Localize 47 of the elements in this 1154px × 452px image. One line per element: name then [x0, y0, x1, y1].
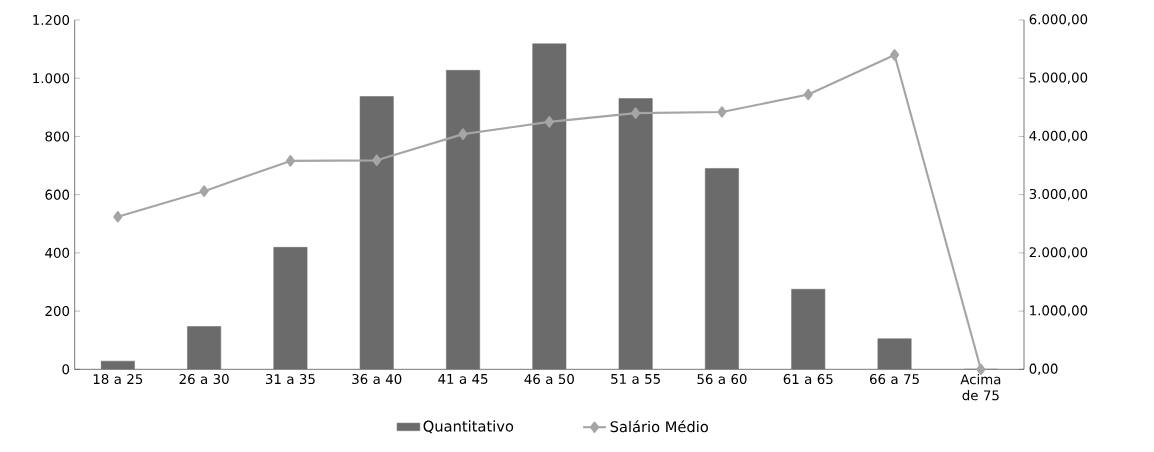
- legend-label: Salário Médio: [610, 420, 708, 433]
- bar: [359, 96, 394, 370]
- y-tick-label: 600: [45, 189, 70, 200]
- x-tick-label: 61 a 65: [783, 374, 833, 385]
- point: [458, 128, 468, 140]
- x-tick-label: 46 a 50: [524, 374, 574, 385]
- x-tick-label: 26 a 30: [179, 374, 229, 385]
- y-tick-label: 0: [62, 364, 70, 375]
- bar: [273, 247, 308, 370]
- x-tick-label: 66 a 75: [869, 374, 919, 385]
- point: [631, 107, 641, 119]
- y-tick-label: 200: [45, 306, 70, 317]
- point: [717, 106, 727, 118]
- bar: [532, 43, 567, 370]
- y-tick-label: 800: [45, 131, 70, 142]
- x-tick-label: 51 a 55: [611, 374, 660, 384]
- x-tick-label: 18 a 25: [93, 374, 143, 385]
- y2-tick-label: 1.000,00: [1030, 305, 1088, 317]
- bar: [877, 338, 912, 370]
- y-tick-label: 1.000: [33, 73, 70, 84]
- y-tick-label: 1.200: [33, 14, 70, 26]
- y-tick-label: 400: [45, 247, 70, 258]
- point: [803, 88, 813, 101]
- bar: [446, 70, 480, 370]
- x-tick-label: Acima de 75: [960, 374, 1001, 401]
- y2-tick-label: 4.000,00: [1029, 130, 1088, 143]
- point: [113, 211, 123, 223]
- bar: [791, 289, 826, 370]
- y2-tick-label: 3.000,00: [1029, 188, 1088, 201]
- x-tick-label: 36 a 40: [352, 374, 402, 385]
- y2-tick-label: 5.000,00: [1029, 72, 1088, 84]
- x-tick-label: 56 a 60: [697, 374, 747, 385]
- point: [372, 154, 382, 167]
- point: [889, 49, 900, 61]
- bar: [100, 360, 135, 370]
- x-tick-label: 41 a 45: [438, 374, 488, 384]
- y2-tick-label: 6.000,00: [1029, 14, 1088, 26]
- bar: [187, 326, 222, 370]
- legend-label: Quantitativo: [423, 420, 514, 434]
- point: [544, 116, 554, 128]
- x-tick-label: 31 a 35: [265, 374, 315, 385]
- point: [285, 155, 295, 167]
- y2-tick-label: 2.000,00: [1029, 247, 1088, 259]
- bar: [705, 168, 739, 370]
- y2-tick-label: 0,00: [1029, 363, 1058, 376]
- bar: [618, 98, 653, 370]
- point: [199, 185, 209, 197]
